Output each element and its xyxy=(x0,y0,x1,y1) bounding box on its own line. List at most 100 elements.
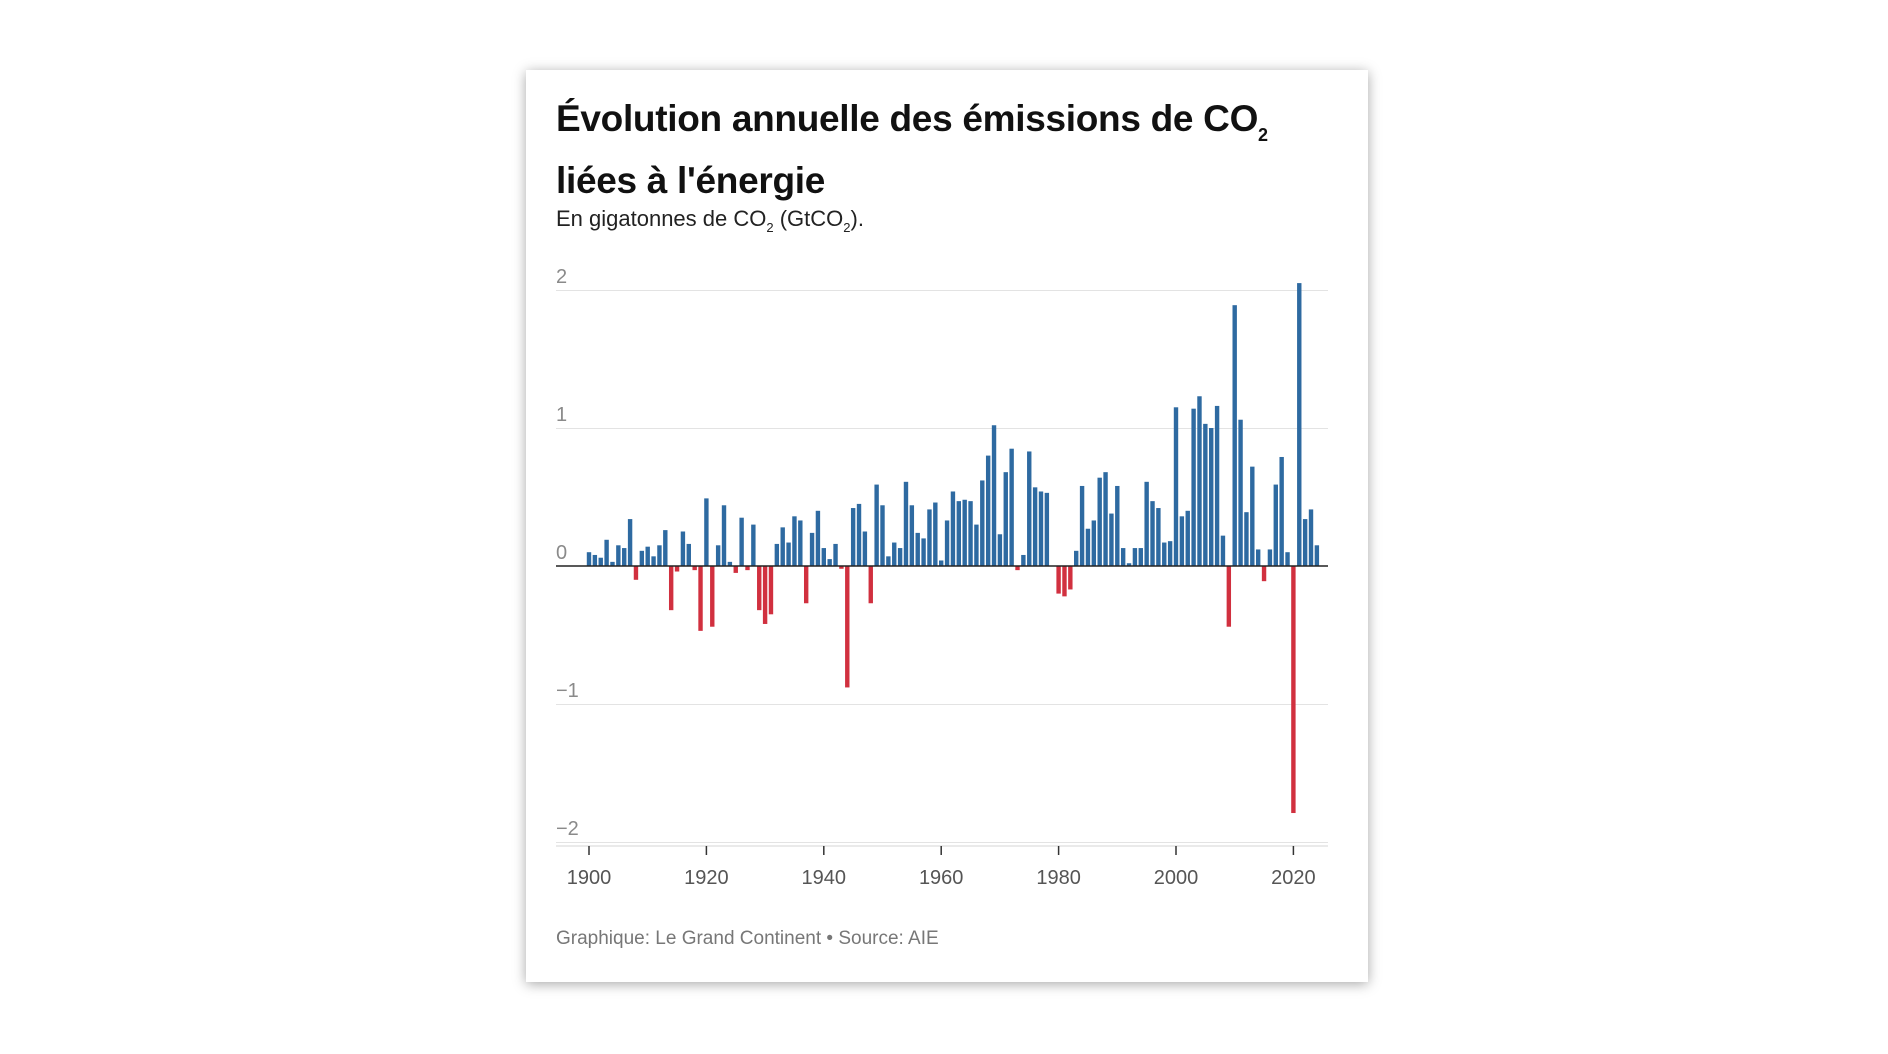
bar-1902 xyxy=(598,557,603,566)
title-subscript: 2 xyxy=(1258,125,1268,145)
x-tick-label: 1940 xyxy=(802,867,847,889)
bar-1935 xyxy=(792,516,797,566)
bar-1959 xyxy=(933,502,938,566)
bar-1919 xyxy=(698,566,703,631)
bar-1906 xyxy=(622,548,627,566)
subtitle-subscript-1: 2 xyxy=(766,220,774,235)
bar-1987 xyxy=(1097,477,1102,566)
bar-1947 xyxy=(862,531,868,566)
bar-1968 xyxy=(985,455,991,566)
bar-2004 xyxy=(1197,396,1202,566)
bar-2016 xyxy=(1267,549,1273,566)
bar-2020 xyxy=(1291,566,1296,814)
bar-1964 xyxy=(962,499,967,566)
bar-1911 xyxy=(651,556,656,566)
bar-1956 xyxy=(915,532,920,566)
subtitle-part2: (GtCO xyxy=(773,206,844,231)
bar-2008 xyxy=(1220,535,1226,566)
bar-1916 xyxy=(680,531,686,566)
bar-1933 xyxy=(780,527,785,566)
bar-1985 xyxy=(1085,528,1091,566)
bar-1941 xyxy=(827,559,832,566)
x-axis: 1900 1920 1940 1960 1980 2000 2020 xyxy=(556,565,1328,889)
bar-1983 xyxy=(1074,550,1079,566)
x-tick-label: 1980 xyxy=(1036,867,1081,889)
bar-2015 xyxy=(1261,566,1267,582)
bar-2021 xyxy=(1297,283,1302,566)
bar-2014 xyxy=(1255,549,1261,566)
bar-1986 xyxy=(1091,520,1097,566)
bar-2002 xyxy=(1185,510,1190,566)
bar-1905 xyxy=(616,545,621,566)
chart-title: Évolution annuelle des émissions de CO2 l… xyxy=(556,96,1336,204)
bar-1918 xyxy=(692,566,697,571)
bar-1938 xyxy=(809,532,815,566)
bar-1951 xyxy=(886,556,891,566)
bar-1993 xyxy=(1132,548,1138,566)
bar-1988 xyxy=(1103,472,1108,566)
bar-1945 xyxy=(850,508,856,566)
bar-1932 xyxy=(774,543,780,566)
bar-1939 xyxy=(815,510,821,566)
bar-1936 xyxy=(798,520,803,566)
bar-1901 xyxy=(592,554,598,566)
bar-1907 xyxy=(627,519,633,566)
bar-1976 xyxy=(1032,487,1038,566)
bar-1949 xyxy=(874,484,879,566)
bar-1970 xyxy=(997,534,1003,566)
chart-subtitle: En gigatonnes de CO2 (GtCO2). xyxy=(556,206,864,235)
bar-2006 xyxy=(1209,428,1214,566)
bar-1960 xyxy=(939,560,944,566)
bar-1923 xyxy=(721,505,727,566)
bar-1957 xyxy=(921,538,926,566)
bar-1978 xyxy=(1044,492,1050,566)
bar-1910 xyxy=(645,546,650,566)
bar-1977 xyxy=(1038,491,1044,566)
bar-2000 xyxy=(1173,407,1179,566)
bar-1909 xyxy=(639,550,645,566)
bar-1992 xyxy=(1126,563,1132,566)
bar-2022 xyxy=(1302,519,1308,566)
bar-1922 xyxy=(715,545,721,566)
x-tick-label: 1960 xyxy=(919,867,964,889)
y-axis-tick-labels: 2 1 0 −1 −2 xyxy=(556,266,579,840)
title-part1: Évolution annuelle des émissions de CO xyxy=(556,98,1259,139)
bar-1921 xyxy=(710,566,715,627)
bar-2009 xyxy=(1226,566,1232,627)
bar-2007 xyxy=(1214,405,1220,566)
y-tick-label: 0 xyxy=(556,542,567,564)
subtitle-part3: ). xyxy=(850,206,864,231)
bar-1913 xyxy=(663,530,668,566)
bar-1996 xyxy=(1150,501,1155,566)
bar-2001 xyxy=(1179,516,1185,566)
bar-1995 xyxy=(1144,481,1149,566)
bar-1908 xyxy=(633,566,639,580)
bar-1967 xyxy=(980,480,985,566)
bar-2003 xyxy=(1191,408,1196,566)
bar-1927 xyxy=(745,566,750,571)
bar-1942 xyxy=(833,543,838,566)
bar-1917 xyxy=(686,543,691,566)
bars xyxy=(586,283,1320,814)
bar-1965 xyxy=(968,501,973,566)
x-tick-label: 1920 xyxy=(684,867,729,889)
bar-1980 xyxy=(1056,566,1061,594)
y-tick-label: −1 xyxy=(556,680,579,702)
bar-1952 xyxy=(892,542,897,566)
bar-2017 xyxy=(1273,484,1278,566)
bar-2010 xyxy=(1232,305,1237,566)
bar-1929 xyxy=(757,566,762,611)
bar-1953 xyxy=(897,548,903,566)
bar-1903 xyxy=(604,539,609,566)
bar-1997 xyxy=(1156,508,1161,566)
bar-1946 xyxy=(856,503,862,566)
x-tick-label: 1900 xyxy=(567,867,612,889)
subtitle-subscript-2: 2 xyxy=(843,220,851,235)
bar-1934 xyxy=(786,542,791,566)
bar-1958 xyxy=(927,509,932,566)
bar-1961 xyxy=(944,520,950,566)
bar-1982 xyxy=(1068,566,1073,590)
bar-1994 xyxy=(1138,548,1143,566)
bar-1975 xyxy=(1027,451,1032,566)
bar-1931 xyxy=(768,566,774,615)
